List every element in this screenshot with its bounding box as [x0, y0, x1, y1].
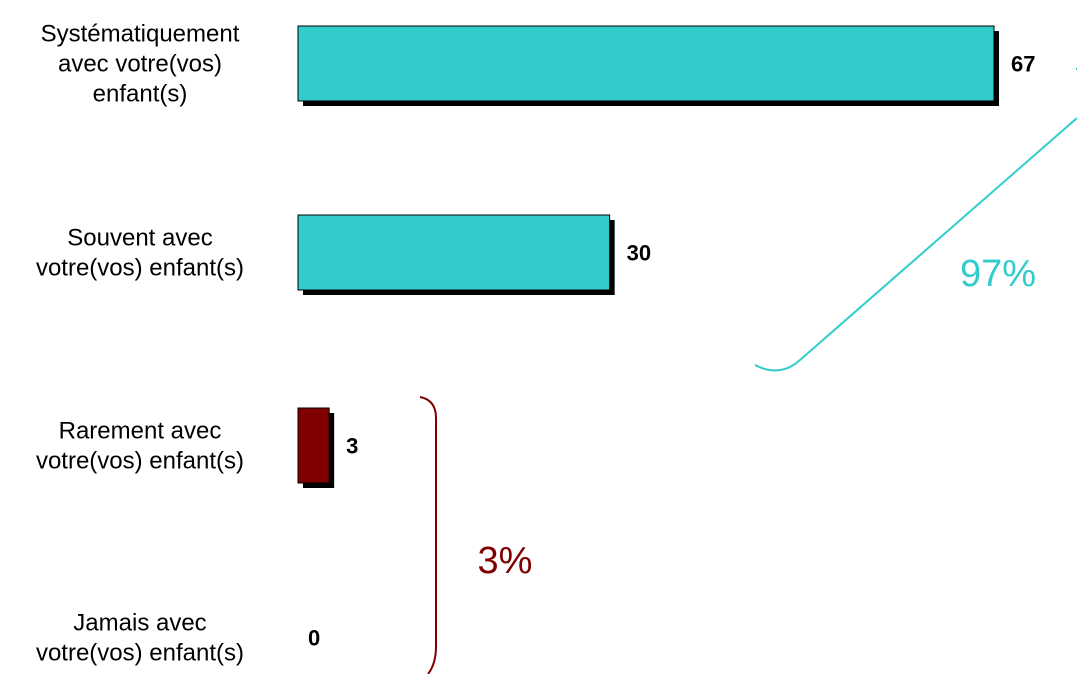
category-label: Systématiquement avec votre(vos) enfant(s) — [41, 21, 240, 108]
group-3-bracket — [419, 396, 437, 674]
category-label-line: votre(vos) enfant(s) — [36, 255, 244, 282]
bar — [297, 407, 330, 484]
category-label-line: avec votre(vos) — [58, 51, 222, 78]
value-label: 0 — [308, 626, 320, 651]
category-label: Souvent avec votre(vos) enfant(s) — [36, 225, 244, 282]
category-label-line: enfant(s) — [93, 81, 188, 108]
value-label: 3 — [346, 434, 358, 459]
labels-layer: 67 Systématiquement avec votre(vos) enfant(… — [36, 21, 1036, 667]
category-label: Jamais avec votre(vos) enfant(s) — [36, 610, 244, 667]
bar — [297, 25, 995, 102]
category-label: Rarement avec votre(vos) enfant(s) — [36, 418, 244, 475]
group-97-bracket — [754, 117, 1077, 372]
group-3-label: 3% — [478, 540, 533, 582]
category-label-line: Jamais avec — [73, 610, 206, 637]
bars-layer — [297, 25, 999, 488]
bar — [297, 214, 611, 291]
value-label: 30 — [627, 241, 651, 266]
group-97-label: 97% — [960, 253, 1036, 295]
category-label-line: votre(vos) enfant(s) — [36, 448, 244, 475]
category-label-line: Systématiquement — [41, 21, 240, 48]
category-label-line: Rarement avec — [59, 418, 222, 445]
category-label-line: Souvent avec — [67, 225, 212, 252]
category-label-line: votre(vos) enfant(s) — [36, 640, 244, 667]
value-label: 67 — [1011, 52, 1035, 77]
